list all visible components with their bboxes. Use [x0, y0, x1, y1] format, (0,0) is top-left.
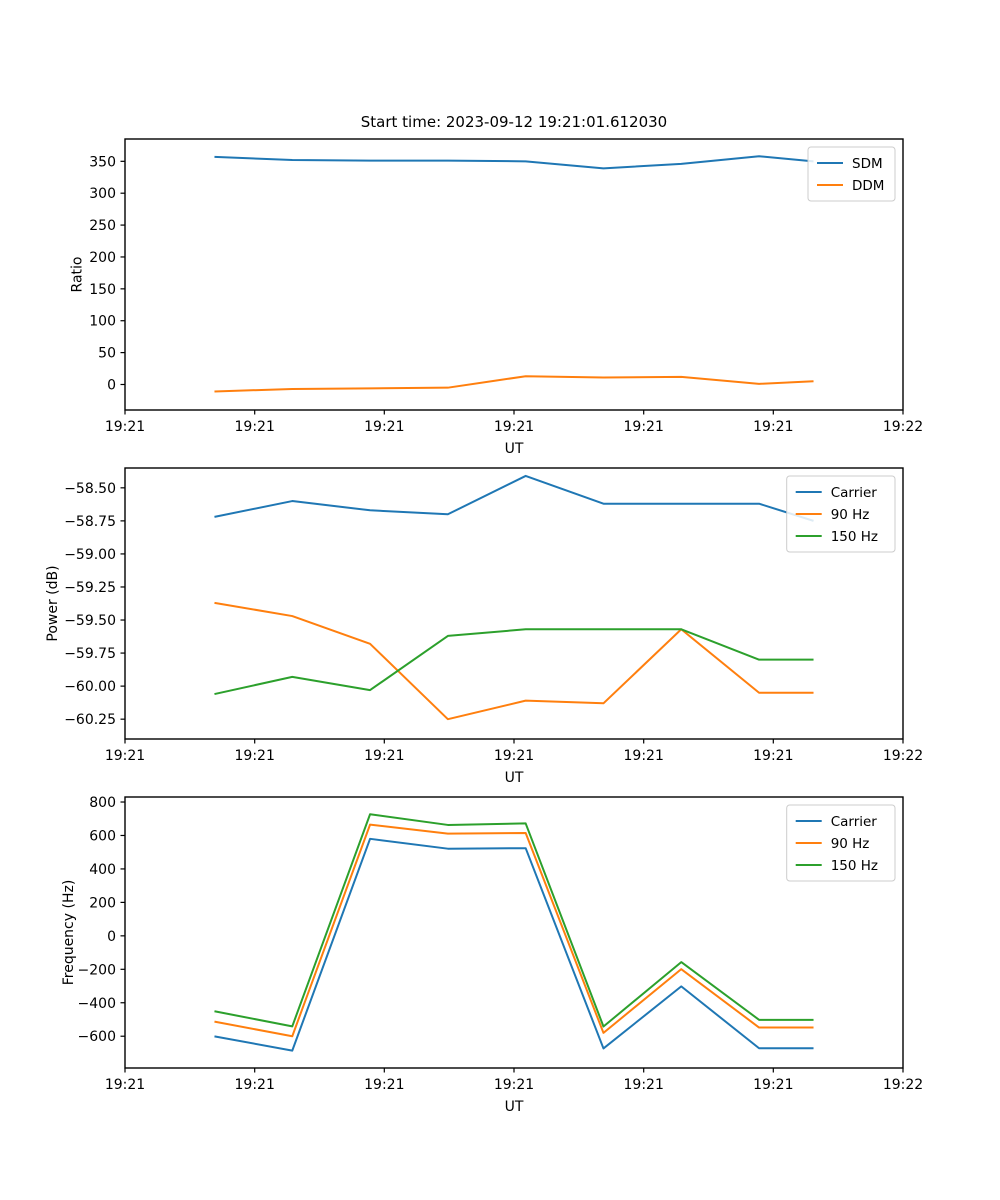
y-tick-label: −59.00 [64, 547, 116, 563]
x-tick-label: 19:21 [235, 1077, 275, 1093]
x-tick-label: 19:21 [494, 419, 534, 435]
series-line-ddm [214, 375, 814, 393]
legend-label-ddm: DDM [852, 178, 884, 194]
x-tick-label: 19:21 [753, 1077, 793, 1093]
x-tick-label: 19:21 [753, 419, 793, 435]
x-tick-label: 19:21 [624, 748, 664, 764]
series-line-carrier [214, 474, 814, 522]
y-tick-label: −60.00 [64, 679, 116, 695]
x-tick-label: 19:21 [753, 748, 793, 764]
ratio-panel: Start time: 2023-09-12 19:21:01.612030 19… [69, 113, 923, 457]
y-axis-label: Frequency (Hz) [61, 880, 77, 986]
x-tick-label: 19:22 [883, 419, 923, 435]
series-group [214, 474, 814, 721]
y-tick-label: 50 [98, 346, 116, 362]
y-tick-label: −59.50 [64, 613, 116, 629]
y-tick-label: 0 [107, 929, 116, 945]
series-line-carrier [214, 837, 814, 1052]
x-tick-label: 19:21 [364, 1077, 404, 1093]
y-tick-label: 200 [89, 895, 116, 911]
legend-box [786, 804, 896, 882]
y-tick-label: 400 [89, 862, 116, 878]
y-tick-label: 300 [89, 186, 116, 202]
y-axis: 800 600 400 200 0 −200 −400 −600 Frequency (Hz) [61, 795, 125, 1045]
legend-label-90-hz: 90 Hz [831, 507, 870, 523]
x-tick-label: 19:21 [235, 748, 275, 764]
legend-label-150-hz: 150 Hz [831, 858, 878, 874]
series-line-90-hz [214, 823, 814, 1038]
y-tick-label: −60.25 [64, 712, 116, 728]
x-tick-label: 19:22 [883, 1077, 923, 1093]
x-tick-label: 19:21 [624, 419, 664, 435]
y-tick-label: 200 [89, 250, 116, 266]
x-tick-label: 19:21 [364, 419, 404, 435]
x-axis-label: UT [505, 1099, 524, 1115]
y-tick-label: −200 [78, 962, 116, 978]
chart-title: Start time: 2023-09-12 19:21:01.612030 [361, 113, 667, 131]
x-axis: 19:21 19:21 19:21 19:21 19:21 19:21 19:22 UT [105, 739, 923, 786]
legend-label-90-hz: 90 Hz [831, 836, 870, 852]
series-group [214, 813, 814, 1052]
legend-label-150-hz: 150 Hz [831, 529, 878, 545]
y-tick-label: 600 [89, 828, 116, 844]
x-tick-label: 19:21 [494, 1077, 534, 1093]
x-tick-label: 19:21 [494, 748, 534, 764]
y-tick-label: −400 [78, 996, 116, 1012]
x-tick-label: 19:22 [883, 748, 923, 764]
legend-box [807, 146, 896, 202]
plot-area-background [125, 139, 903, 410]
y-axis: −58.50 −58.75 −59.00 −59.25 −59.50 −59.75 −60.… [45, 481, 125, 728]
series-line-150-hz [214, 813, 814, 1028]
x-axis: 19:21 19:21 19:21 19:21 19:21 19:21 19:22 UT [105, 410, 923, 457]
frequency-panel: 19:21 19:21 19:21 19:21 19:21 19:21 19:22 UT 800… [61, 795, 923, 1115]
x-tick-label: 19:21 [105, 748, 145, 764]
series-line-sdm [214, 155, 814, 170]
legend-label-sdm: SDM [852, 156, 883, 172]
y-tick-label: −59.75 [64, 646, 116, 662]
y-tick-label: −58.50 [64, 481, 116, 497]
plot-area-background [125, 797, 903, 1068]
x-tick-label: 19:21 [105, 1077, 145, 1093]
x-tick-label: 19:21 [624, 1077, 664, 1093]
x-tick-label: 19:21 [235, 419, 275, 435]
legend: Carrier 90 Hz 150 Hz [786, 804, 896, 882]
x-tick-label: 19:21 [364, 748, 404, 764]
y-tick-label: −58.75 [64, 514, 116, 530]
x-tick-label: 19:21 [105, 419, 145, 435]
x-axis-label: UT [505, 441, 524, 457]
series-line-150-hz [214, 628, 814, 696]
y-tick-label: −59.25 [64, 580, 116, 596]
legend: Carrier 90 Hz 150 Hz [786, 475, 896, 553]
y-tick-label: 350 [89, 154, 116, 170]
legend-label-carrier: Carrier [831, 814, 878, 830]
series-line-90-hz [214, 601, 814, 721]
y-tick-label: 250 [89, 218, 116, 234]
series-group [214, 155, 814, 393]
y-tick-label: 100 [89, 314, 116, 330]
y-tick-label: −600 [78, 1029, 116, 1045]
y-axis-label: Ratio [69, 257, 85, 293]
power-panel: 19:21 19:21 19:21 19:21 19:21 19:21 19:22 UT −58… [45, 467, 923, 786]
y-tick-label: 0 [107, 377, 116, 393]
legend-box [786, 475, 896, 553]
x-axis-label: UT [505, 770, 524, 786]
y-tick-label: 800 [89, 795, 116, 811]
x-axis: 19:21 19:21 19:21 19:21 19:21 19:21 19:22 UT [105, 1068, 923, 1115]
y-tick-label: 150 [89, 282, 116, 298]
legend-label-carrier: Carrier [831, 485, 878, 501]
plot-area-background [125, 468, 903, 739]
legend: SDM DDM [807, 146, 896, 202]
y-axis: 0 50 100 150 200 250 300 350 Ratio [69, 154, 125, 393]
y-axis-label: Power (dB) [45, 565, 61, 641]
